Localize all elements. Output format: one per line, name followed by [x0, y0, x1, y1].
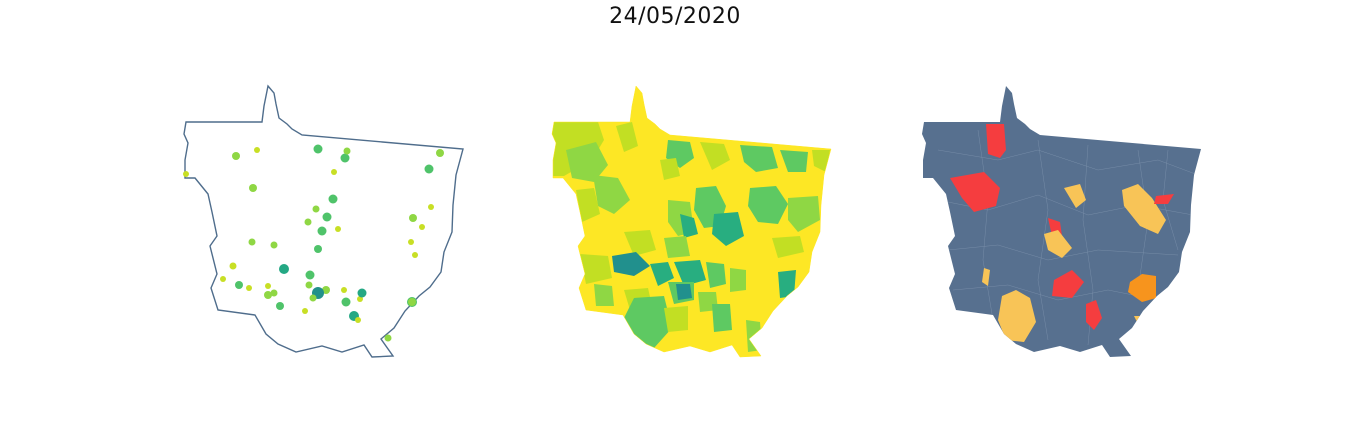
- border-line: [947, 244, 1179, 261]
- region: [660, 158, 680, 180]
- region: [576, 188, 600, 222]
- region: [594, 284, 614, 306]
- region: [998, 290, 1036, 342]
- map-title: 24/05/2020: [609, 4, 741, 29]
- dot-marker: [304, 218, 312, 226]
- dot-marker: [270, 289, 278, 297]
- region: [706, 262, 726, 288]
- dot-marker: [322, 286, 330, 294]
- region: [778, 270, 796, 298]
- dot-marker: [419, 224, 425, 230]
- risk-regions: [950, 124, 1174, 342]
- region: [616, 122, 638, 152]
- dot-marker: [412, 252, 418, 258]
- region: [1064, 184, 1086, 208]
- border-line: [1037, 139, 1049, 341]
- region: [1052, 270, 1084, 298]
- region: [593, 175, 630, 214]
- border-line: [952, 284, 1159, 301]
- dot-marker: [232, 152, 240, 160]
- region: [674, 260, 706, 286]
- region: [772, 236, 804, 258]
- dot-marker: [314, 245, 322, 253]
- region: [566, 142, 608, 182]
- dot-marker: [317, 226, 327, 236]
- region: [680, 214, 698, 238]
- dot-marker: [407, 297, 417, 307]
- dot-marker: [408, 239, 414, 245]
- region: [812, 150, 830, 172]
- dot-marker: [183, 171, 189, 177]
- dot-marker: [276, 302, 284, 310]
- region: [664, 236, 690, 258]
- region: [624, 296, 672, 348]
- dot-marker: [343, 147, 351, 155]
- dot-marker: [220, 276, 226, 282]
- region: [780, 150, 808, 172]
- dot-marker: [409, 214, 417, 222]
- region: [700, 142, 730, 170]
- region: [746, 320, 762, 352]
- region: [664, 306, 688, 332]
- border-line: [977, 129, 994, 321]
- dot-marker: [248, 238, 256, 246]
- region: [1122, 184, 1166, 234]
- state-outline: [183, 85, 464, 358]
- dot-marker: [270, 241, 278, 249]
- dot-marker: [249, 184, 257, 192]
- dot-map: [183, 85, 464, 358]
- dot-marker: [229, 262, 237, 270]
- choropleth-regions: [552, 122, 830, 352]
- dot-marker: [305, 270, 315, 280]
- region: [982, 268, 990, 286]
- dot-marker: [428, 204, 434, 210]
- dot-marker: [309, 294, 317, 302]
- dot-marker: [279, 264, 289, 274]
- dot-marker: [384, 334, 392, 342]
- dot-marker: [246, 285, 252, 291]
- dot-marker: [341, 287, 347, 293]
- region: [580, 254, 612, 284]
- region: [650, 262, 674, 286]
- dot-markers: [183, 144, 444, 342]
- region: [788, 196, 820, 232]
- dot-marker: [357, 288, 367, 298]
- dot-marker: [335, 226, 341, 232]
- dot-marker: [235, 281, 243, 289]
- region: [1128, 274, 1156, 302]
- region: [712, 212, 744, 246]
- dot-marker: [328, 194, 338, 204]
- region: [676, 284, 692, 300]
- dot-marker: [424, 164, 434, 174]
- dot-marker: [264, 291, 272, 299]
- dot-marker: [254, 147, 260, 153]
- dot-marker: [340, 153, 350, 163]
- region: [986, 124, 1006, 158]
- border-line: [937, 149, 1199, 176]
- region: [1044, 230, 1072, 258]
- dot-marker: [302, 308, 308, 314]
- dot-marker: [436, 149, 444, 157]
- region: [624, 230, 656, 256]
- dot-marker: [355, 317, 361, 323]
- region: [1154, 194, 1174, 204]
- dot-marker: [313, 144, 323, 154]
- dot-marker: [341, 297, 351, 307]
- dot-marker: [322, 212, 332, 222]
- dot-marker: [312, 205, 320, 213]
- region: [730, 268, 746, 292]
- dot-marker: [357, 296, 363, 302]
- choropleth-map: [551, 85, 832, 358]
- region: [1086, 300, 1102, 330]
- dot-marker: [265, 283, 271, 289]
- region: [950, 172, 1000, 212]
- region: [740, 145, 778, 172]
- dot-marker: [305, 281, 313, 289]
- region: [748, 186, 788, 224]
- region: [612, 252, 650, 276]
- region: [712, 304, 732, 332]
- dot-marker: [331, 169, 337, 175]
- risk-map: [922, 86, 1201, 357]
